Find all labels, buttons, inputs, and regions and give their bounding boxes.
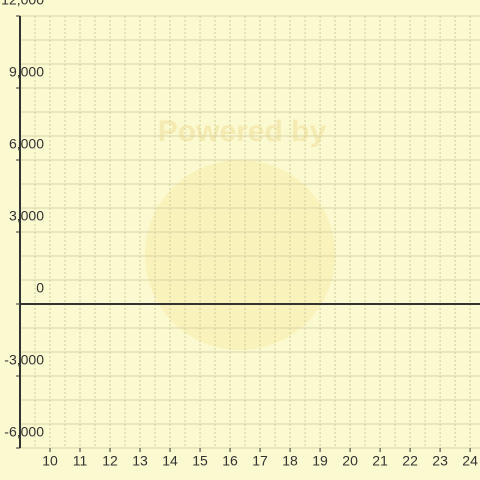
y-tick-label: -3,000 <box>4 352 44 368</box>
x-tick-label: 14 <box>162 453 178 469</box>
y-tick-label: 9,000 <box>9 64 44 80</box>
x-tick-label: 20 <box>342 453 358 469</box>
watermark: Powered by <box>158 115 327 148</box>
x-tick-label: 21 <box>372 453 388 469</box>
x-tick-label: 12 <box>102 453 118 469</box>
watermark-logo <box>145 160 335 350</box>
y-tick-label: 12,000 <box>1 0 44 8</box>
x-tick-label: 16 <box>222 453 238 469</box>
x-tick-label: 24 <box>462 453 478 469</box>
y-tick-label: -6,000 <box>4 424 44 440</box>
x-tick-label: 10 <box>42 453 58 469</box>
x-tick-label: 18 <box>282 453 298 469</box>
y-tick-label: 0 <box>36 280 44 296</box>
x-tick-label: 13 <box>132 453 148 469</box>
x-tick-label: 22 <box>402 453 418 469</box>
x-tick-label: 11 <box>73 453 88 469</box>
x-tick-label: 23 <box>432 453 448 469</box>
y-tick-label: 6,000 <box>9 136 44 152</box>
y-tick-label: 3,000 <box>9 208 44 224</box>
x-tick-label: 17 <box>252 453 268 469</box>
x-tick-label: 15 <box>192 453 208 469</box>
x-tick-label: 19 <box>312 453 328 469</box>
